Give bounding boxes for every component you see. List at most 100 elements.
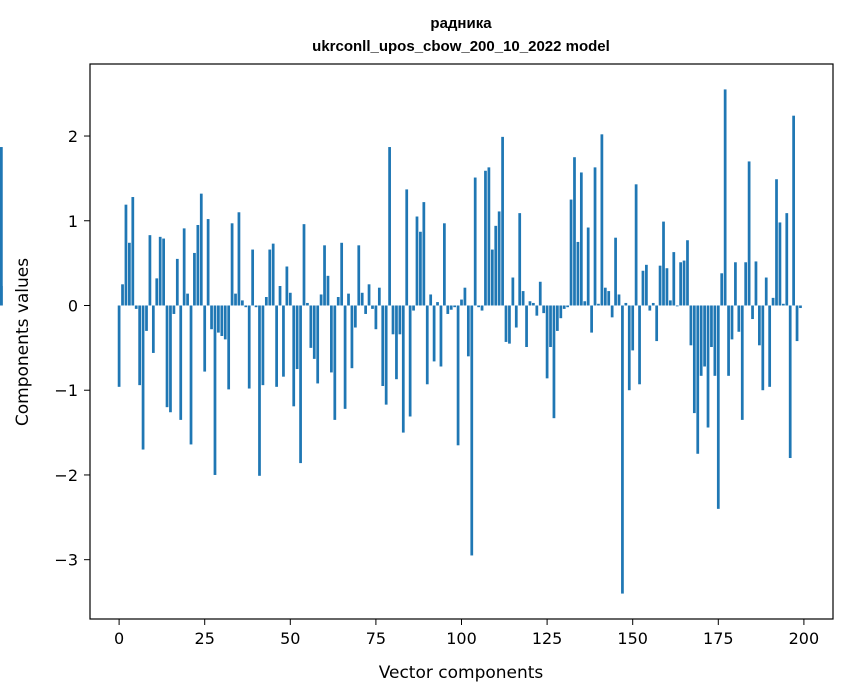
- bar: [285, 266, 289, 306]
- bar: [384, 305, 388, 405]
- bar: [562, 305, 566, 309]
- bar: [460, 299, 463, 306]
- bar: [179, 305, 183, 420]
- bar: [415, 216, 419, 306]
- bar: [593, 167, 597, 306]
- bar: [367, 284, 371, 306]
- bar: [196, 224, 200, 306]
- bar: [538, 281, 542, 306]
- bar: [686, 240, 689, 306]
- x-tick-label: 200: [789, 629, 820, 648]
- bar: [193, 252, 196, 306]
- bar: [504, 305, 508, 342]
- bar: [761, 305, 765, 391]
- bar: [525, 305, 528, 348]
- bar: [487, 167, 491, 306]
- bar: [131, 197, 135, 306]
- bar: [162, 238, 165, 306]
- bar: [689, 305, 693, 346]
- bar: [388, 147, 391, 306]
- bar: [213, 305, 217, 475]
- bar: [223, 305, 227, 340]
- y-tick-label: 0: [68, 296, 78, 315]
- bar: [497, 211, 501, 306]
- bar: [521, 291, 525, 306]
- bar: [494, 225, 498, 306]
- bar: [466, 305, 470, 357]
- bar: [124, 204, 128, 306]
- y-tick-label: −1: [54, 381, 78, 400]
- x-tick-label: 75: [366, 629, 386, 648]
- bar: [145, 305, 148, 331]
- bar: [679, 262, 682, 306]
- bar: [703, 305, 706, 367]
- bar: [398, 305, 402, 335]
- bar: [799, 305, 802, 309]
- bar: [206, 219, 210, 306]
- bar: [330, 305, 333, 373]
- bar: [778, 222, 782, 306]
- y-tick-label: 1: [68, 212, 78, 231]
- bar: [237, 212, 241, 306]
- bar: [713, 305, 717, 376]
- bar: [542, 305, 546, 314]
- bar: [508, 305, 511, 344]
- bar: [716, 305, 720, 509]
- bar: [169, 305, 172, 413]
- bar: [439, 305, 443, 367]
- x-axis-ticks: 0 25 50 75 100 125 150 175 200: [114, 619, 819, 648]
- bar: [405, 189, 409, 306]
- bar: [603, 287, 607, 306]
- bar: [792, 115, 795, 306]
- bar: [247, 305, 251, 389]
- bar: [480, 305, 484, 311]
- bar: [740, 305, 744, 420]
- bar: [381, 305, 385, 386]
- bar: [117, 305, 121, 387]
- bar: [600, 134, 604, 306]
- bar: [627, 305, 631, 391]
- bar: [651, 302, 655, 306]
- bar: [172, 305, 176, 314]
- bar: [668, 300, 672, 306]
- bar: [764, 277, 768, 306]
- bar: [781, 303, 785, 306]
- bar: [532, 302, 535, 306]
- bar: [730, 305, 734, 340]
- bar: [333, 305, 337, 420]
- bar: [203, 305, 207, 372]
- bar: [559, 305, 563, 319]
- bar: [610, 305, 614, 318]
- x-tick-label: 50: [280, 629, 300, 648]
- bar: [422, 202, 426, 306]
- bar: [720, 273, 724, 306]
- bar: [340, 242, 344, 306]
- bar: [573, 157, 576, 306]
- bar: [723, 89, 727, 306]
- bar: [412, 305, 415, 311]
- y-axis-label: Components values: [13, 258, 33, 426]
- bar: [490, 249, 494, 306]
- bar: [309, 305, 313, 348]
- bar: [121, 284, 124, 306]
- bar: [175, 258, 179, 306]
- bar: [408, 305, 412, 417]
- bar: [261, 305, 265, 386]
- bar: [292, 305, 296, 407]
- plot-frame: [89, 63, 834, 620]
- bar: [624, 302, 628, 306]
- bar: [590, 305, 593, 333]
- bar: [0, 147, 3, 306]
- bar: [692, 305, 696, 414]
- y-tick-label: −3: [54, 551, 78, 570]
- bar: [377, 287, 381, 306]
- bar: [518, 213, 522, 306]
- bar: [566, 305, 570, 308]
- bar: [419, 231, 422, 306]
- bar: [244, 305, 248, 308]
- bar: [645, 264, 648, 306]
- bar: [463, 287, 467, 306]
- bar: [165, 305, 169, 408]
- bar: [302, 224, 306, 306]
- bar: [737, 305, 741, 332]
